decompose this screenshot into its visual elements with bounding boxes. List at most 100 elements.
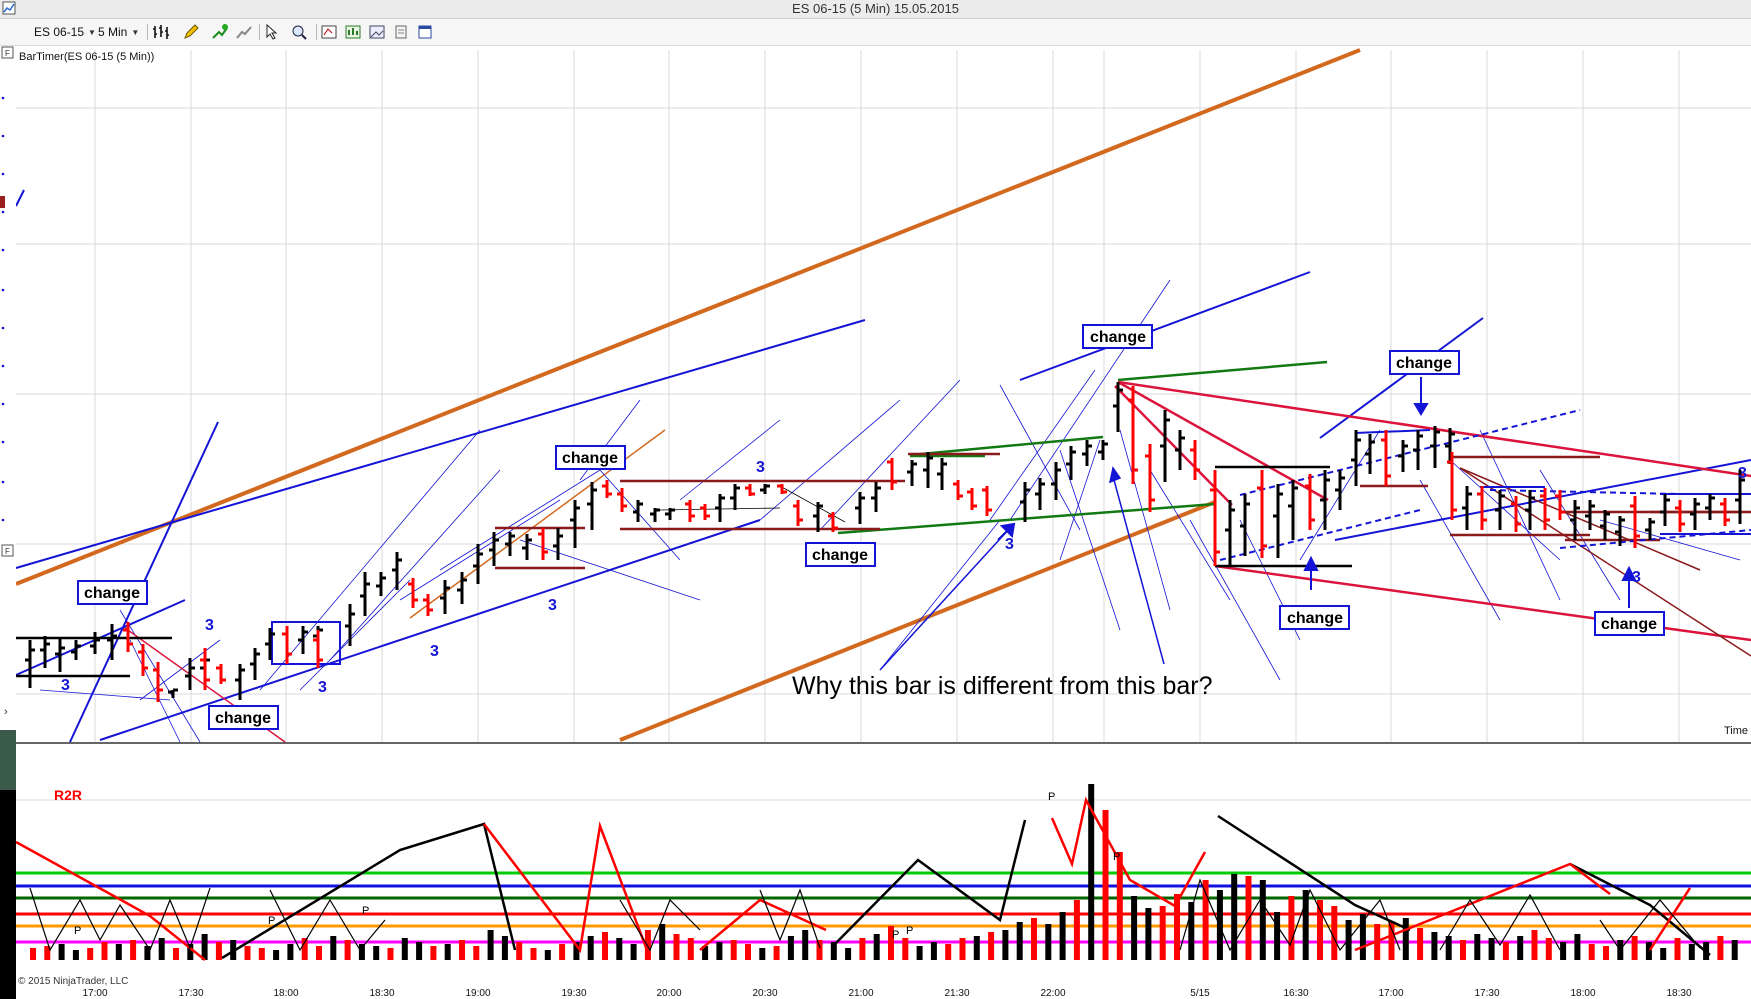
histogram-bar [516,942,523,960]
chart-trader-icon[interactable] [344,23,362,41]
p-marker: P [906,925,913,937]
time-tick-label: 21:00 [848,988,873,999]
histogram-bar [544,950,551,960]
histogram-bar [344,940,351,960]
blue-boxes [271,429,1751,665]
panel-toggle-icon[interactable]: F [1,46,14,59]
price-panel-grid [16,50,1751,742]
histogram-bar [1660,948,1667,960]
histogram-bar [273,950,280,960]
histogram-bar [1431,932,1438,960]
histogram-bar [115,944,122,960]
cursor-icon[interactable] [264,23,282,41]
histogram-bar [1288,896,1295,960]
histogram-bar [416,942,423,960]
toolbar-separator [316,24,317,40]
histogram-bar [845,948,852,960]
left-axis-green [0,730,16,790]
instrument-selector[interactable]: ES 06-15 ▼ [34,23,96,41]
p-marker: P [892,929,899,941]
histogram-bar [1588,944,1595,960]
histogram-bar [1674,938,1681,960]
r2r-zigzag-black [221,814,1711,960]
svg-text:change: change [1396,355,1452,372]
instrument-label: ES 06-15 [34,25,85,39]
count-label: 3 [318,679,327,696]
histogram-bar [87,948,94,960]
window-icon[interactable] [416,23,434,41]
histogram-bar [1188,902,1195,960]
histogram-bar [44,946,51,960]
histogram-bar [258,948,265,960]
interval-label: 5 Min [98,25,128,39]
lower-time-axis: 17:00 17:30 18:00 18:30 19:00 19:30 20:00 20:30… [82,988,1691,999]
time-axis-label: Time [1724,725,1748,737]
copyright-text: © 2015 NinjaTrader, LLC [18,976,128,987]
histogram-bar [1302,890,1309,960]
histogram-bar [330,936,337,960]
time-tick-label: 18:30 [1666,988,1691,999]
brown-lines [1459,467,1751,657]
zoom-icon[interactable] [290,23,308,41]
image-icon[interactable] [368,23,386,41]
panel-toggle-icon[interactable]: F [1,544,14,557]
chevron-right-icon[interactable]: › [4,706,8,718]
histogram-bar [1073,900,1080,960]
orange-channel[interactable] [15,48,1361,742]
time-tick-label: 17:30 [1474,988,1499,999]
p-marker: P [362,905,369,917]
interval-selector[interactable]: 5 Min ▼ [98,23,139,41]
strategy-icon[interactable] [235,23,253,41]
bar-type-icon[interactable] [152,23,170,41]
histogram-bar [1560,942,1567,960]
histogram-bar [1645,942,1652,960]
histogram-bar [1417,928,1424,960]
change-label-6: change [1279,605,1350,630]
svg-text:F: F [5,49,10,58]
histogram-bar [902,938,909,960]
up-bars [25,382,1745,700]
histogram-bar [1402,918,1409,960]
properties-icon[interactable] [392,23,410,41]
histogram-bar [573,942,580,960]
histogram-bar [787,936,794,960]
histogram-bar [301,938,308,960]
histogram-bar [1331,906,1338,960]
count-label: 3 [1738,465,1747,482]
change-label-3: change [555,445,626,470]
data-box-icon[interactable] [320,23,338,41]
histogram-bar [430,946,437,960]
histogram-bar [401,938,408,960]
change-label-8: change [1594,611,1665,636]
histogram-bar [1574,934,1581,960]
change-label-5: change [1082,324,1153,349]
indicator-add-icon[interactable] [211,23,229,41]
time-tick-label: 18:30 [369,988,394,999]
window-titlebar: ES 06-15 (5 Min) 15.05.2015 [0,0,1751,19]
window-title: ES 06-15 (5 Min) 15.05.2015 [792,1,959,16]
histogram-bar [1474,934,1481,960]
count-label: 3 [430,643,439,660]
chevron-down-icon: ▼ [88,27,96,37]
svg-text:change: change [84,585,140,602]
change-label-2: change [208,705,279,730]
histogram-bar [659,924,666,960]
chart-canvas[interactable]: change change change change change chang… [0,46,1751,999]
blue-trendlines[interactable] [15,189,1751,743]
histogram-bar [1317,900,1323,960]
histogram-bar [687,938,694,960]
time-tick-label: 19:00 [465,988,490,999]
svg-text:change: change [1601,616,1657,633]
p-marker: P [268,915,275,927]
pencil-draw-icon[interactable] [182,23,200,41]
histogram-bar [916,946,923,960]
chevron-down-icon: ▼ [131,27,140,37]
svg-text:change: change [812,547,868,564]
count-label: 3 [205,617,214,634]
annotation-pointer-lines [879,466,1165,671]
histogram-bar [673,934,680,960]
time-tick-label: 17:00 [82,988,107,999]
r2r-zigzag-thin [29,878,1701,952]
count-labels: 3 3 3 3 3 3 3 3 3 [61,459,1747,696]
histogram-bar [358,944,365,960]
